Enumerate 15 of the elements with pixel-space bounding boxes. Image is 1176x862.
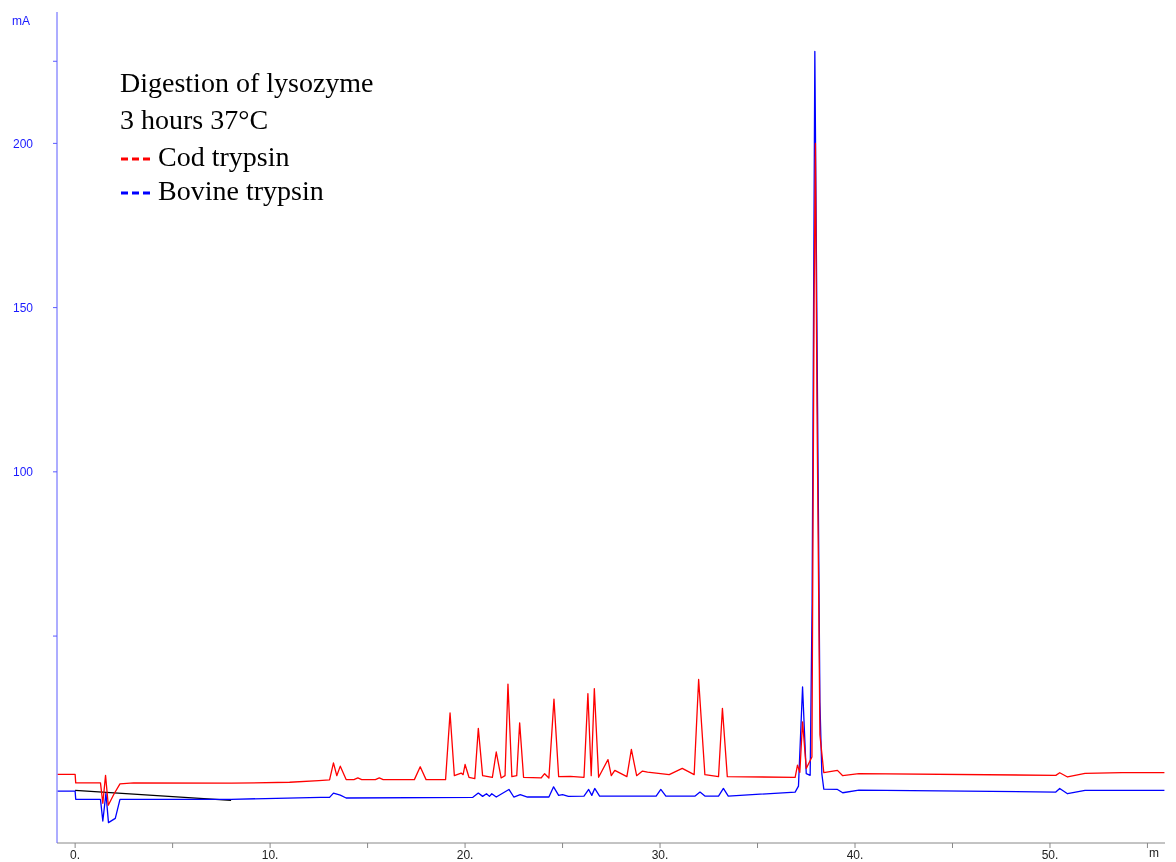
text: Digestion of lysozyme bbox=[120, 66, 374, 100]
x-tick-label: 30. bbox=[651, 847, 669, 862]
y-tick-label: 100 bbox=[12, 465, 34, 480]
y-tick-label: 200 bbox=[12, 136, 34, 151]
y-axis-title: mA bbox=[12, 14, 30, 28]
y-tick-label: 150 bbox=[12, 300, 34, 315]
legend-label: Bovine trypsin bbox=[158, 174, 324, 208]
x-tick-label: 10. bbox=[261, 847, 279, 862]
x-tick-label: 20. bbox=[456, 847, 474, 862]
x-tick-label: 40. bbox=[846, 847, 864, 862]
x-axis-title: m bbox=[1149, 846, 1159, 860]
x-tick-label: 0. bbox=[70, 847, 81, 862]
x-tick-label: 50. bbox=[1041, 847, 1059, 862]
legend-label: Cod trypsin bbox=[158, 140, 290, 174]
text: 3 hours 37°C bbox=[120, 103, 270, 137]
